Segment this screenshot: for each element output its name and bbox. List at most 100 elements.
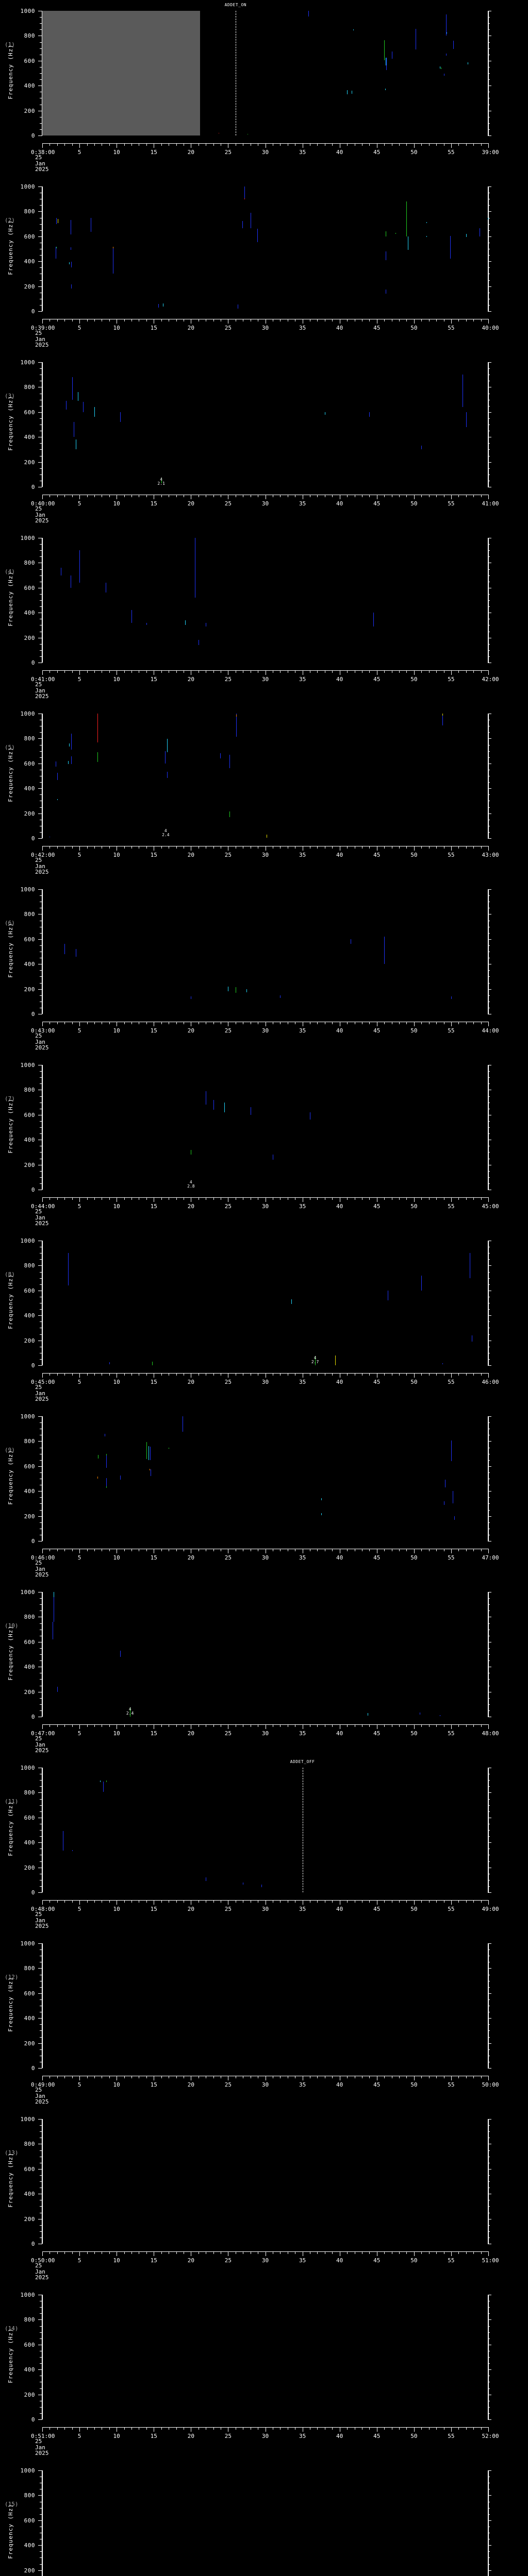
x-tick-minor [131, 319, 132, 321]
x-tick-minor [332, 1022, 333, 1024]
y-tick-minor-right [488, 2514, 490, 2515]
x-start-label: 0:43:00 [31, 1027, 55, 1034]
x-tick-minor [406, 1900, 407, 1903]
y-tick-major-right [488, 1892, 491, 1893]
x-tick-minor [64, 1373, 65, 1376]
x-tick-major [79, 1022, 80, 1026]
y-tick-label: 800 [24, 2316, 35, 2324]
x-tick-minor [466, 2427, 467, 2430]
y-tick-major [38, 939, 42, 940]
y-tick-major [38, 1968, 42, 1969]
panel-number: (13) [5, 2149, 19, 2156]
x-tick-minor [131, 495, 132, 497]
plot-area [42, 1592, 488, 1717]
x-tick-minor [64, 143, 65, 146]
date-year: 2025 [35, 166, 49, 173]
x-tick-label: 5 [77, 500, 81, 507]
x-tick-minor [317, 1900, 318, 1903]
y-tick-minor [40, 1623, 42, 1624]
y-tick-label: 800 [24, 1789, 35, 1797]
y-tick-major-right [488, 261, 491, 262]
x-tick-minor [146, 2427, 147, 2430]
detection-track [106, 1453, 107, 1468]
y-tick-minor [40, 17, 42, 18]
date-year: 2025 [35, 1396, 49, 1402]
y-tick-minor-right [488, 29, 490, 30]
y-tick-minor-right [488, 73, 490, 74]
x-tick-label: 10 [113, 676, 120, 683]
y-tick-minor-right [488, 449, 490, 450]
x-tick-minor [57, 846, 58, 849]
date-month: Jan [35, 1565, 45, 1572]
x-tick-label: 20 [187, 325, 194, 331]
y-tick-label: 200 [24, 1864, 35, 1871]
date-month: Jan [35, 1917, 45, 1924]
y-tick-label: 200 [24, 1513, 35, 1520]
x-tick-minor [421, 2251, 422, 2254]
y-tick-major-right [488, 1491, 491, 1492]
y-tick-label: 800 [24, 1262, 35, 1269]
x-tick-minor [213, 1197, 214, 1200]
y-tick-label: 400 [24, 2542, 35, 2549]
x-tick-major [451, 2251, 452, 2256]
y-tick-minor [40, 2313, 42, 2314]
y-tick-major-right [488, 311, 491, 312]
x-tick-label: 40 [336, 1203, 343, 1210]
y-tick-label: 1000 [20, 2116, 35, 2123]
y-tick-minor [40, 1510, 42, 1511]
y-tick-minor [40, 732, 42, 733]
y-tick-minor [40, 1096, 42, 1097]
x-tick-major [451, 143, 452, 148]
y-tick-minor-right [488, 1121, 490, 1122]
panel-3: (3) Frequency (Hz) 0 200 400 600 800 1000 0:40:0… [0, 351, 528, 527]
x-tick-minor [428, 1900, 430, 1903]
detection-track [64, 944, 65, 954]
x-tick-major [42, 143, 43, 148]
x-tick-major [451, 1724, 452, 1729]
y-tick-minor-right [488, 895, 490, 896]
y-tick-minor [40, 1710, 42, 1711]
y-axis-label: Frequency (Hz) [7, 220, 14, 275]
y-tick-minor [40, 123, 42, 124]
x-tick-label: 35 [299, 149, 306, 156]
x-tick-minor [421, 670, 422, 673]
x-tick-major [79, 2427, 80, 2432]
y-tick-minor-right [488, 945, 490, 946]
y-tick-minor [40, 1334, 42, 1335]
date-stack: 25 Jan 2025 [35, 1209, 49, 1227]
panel-2: (2) Frequency (Hz) 0 200 400 600 800 1000 0:39:0… [0, 176, 528, 351]
x-tick-major [451, 1022, 452, 1026]
panel-number: (7) [5, 1095, 15, 1102]
x-tick-minor [176, 1724, 177, 1727]
x-tick-label: 10 [113, 325, 120, 331]
x-tick-minor [481, 2427, 482, 2430]
y-tick-label: 200 [24, 634, 35, 641]
x-tick-minor [213, 2076, 214, 2078]
y-axis-label: Frequency (Hz) [7, 923, 14, 978]
x-tick-minor [87, 846, 88, 849]
panel-number: (2) [5, 217, 15, 224]
x-tick-minor [466, 143, 467, 146]
y-tick-minor [40, 1177, 42, 1178]
detection-track [229, 811, 230, 817]
detection-track [68, 1253, 69, 1286]
x-tick-major [42, 319, 43, 324]
x-tick-label: 40 [336, 500, 343, 507]
x-tick-label: 50 [410, 1379, 418, 1385]
y-tick-label: 400 [24, 434, 35, 441]
y-tick-label: 1000 [20, 1413, 35, 1420]
y-tick-major-right [488, 2168, 491, 2170]
y-tick-minor-right [488, 656, 490, 657]
y-axis-line [42, 1241, 43, 1365]
y-tick-minor [40, 1830, 42, 1831]
y-tick-label: 600 [24, 2165, 35, 2173]
y-tick-label: 0 [31, 1187, 35, 1193]
x-tick-label: 55 [448, 500, 455, 507]
y-tick-minor [40, 794, 42, 795]
x-tick-minor [64, 495, 65, 497]
x-tick-minor [317, 319, 318, 321]
detection-track [406, 201, 407, 236]
x-tick-minor [57, 143, 58, 146]
x-tick-label: 55 [448, 1379, 455, 1385]
x-tick-label: 55 [448, 325, 455, 331]
